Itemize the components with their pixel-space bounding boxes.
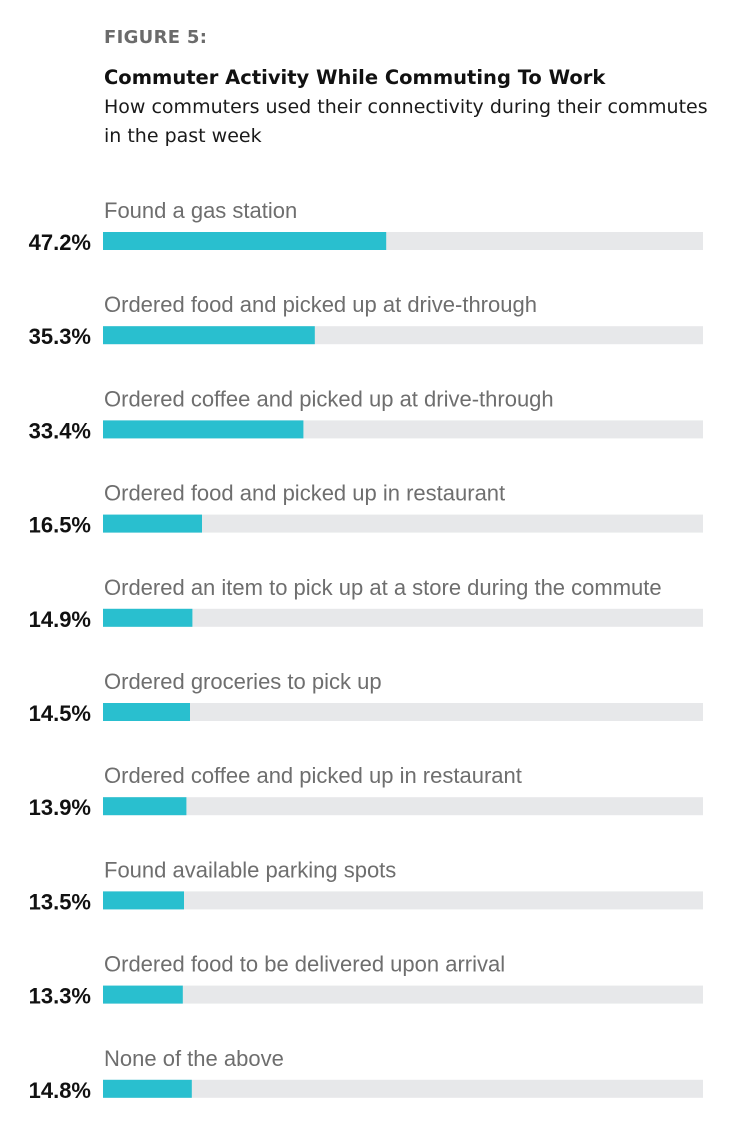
value-label: 16.5% bbox=[29, 513, 91, 538]
category-label: None of the above bbox=[104, 1046, 284, 1071]
category-label: Found a gas station bbox=[104, 198, 297, 223]
bar-row: Ordered an item to pick up at a store du… bbox=[29, 575, 703, 632]
bar-track bbox=[103, 985, 703, 1004]
value-label: 13.9% bbox=[29, 795, 91, 820]
value-label: 35.3% bbox=[29, 324, 91, 349]
bar-row: Ordered food and picked up in restaurant… bbox=[29, 481, 703, 538]
bar-row: Ordered groceries to pick up 14.5% bbox=[29, 669, 703, 726]
bar bbox=[103, 232, 387, 250]
figure-label: FIGURE 5: bbox=[104, 27, 208, 48]
category-label: Ordered food and picked up at drive-thro… bbox=[104, 292, 537, 317]
bar-track bbox=[103, 608, 703, 627]
value-label: 14.9% bbox=[29, 607, 91, 632]
bar bbox=[103, 514, 202, 533]
bar bbox=[103, 608, 193, 627]
category-label: Ordered food to be delivered upon arriva… bbox=[104, 952, 505, 977]
bar bbox=[103, 420, 304, 439]
bar-track bbox=[103, 891, 703, 910]
bar-track bbox=[103, 797, 703, 816]
bar bbox=[103, 797, 187, 816]
bar bbox=[103, 891, 184, 910]
category-label: Ordered groceries to pick up bbox=[104, 669, 382, 694]
category-label: Ordered an item to pick up at a store du… bbox=[104, 575, 662, 600]
category-label: Ordered food and picked up in restaurant bbox=[104, 481, 505, 506]
bar-row: Ordered coffee and picked up at drive-th… bbox=[29, 386, 703, 443]
bar-track bbox=[103, 703, 703, 721]
value-label: 47.2% bbox=[29, 230, 91, 255]
value-label: 13.3% bbox=[29, 984, 91, 1009]
bar-track bbox=[103, 1079, 703, 1098]
bar-row: Found available parking spots 13.5% bbox=[29, 857, 703, 914]
category-label: Ordered coffee and picked up at drive-th… bbox=[104, 386, 554, 411]
bar-row: Ordered food and picked up at drive-thro… bbox=[29, 292, 703, 349]
bar bbox=[103, 985, 183, 1004]
bar-row: Ordered food to be delivered upon arriva… bbox=[29, 952, 703, 1009]
value-label: 33.4% bbox=[29, 418, 91, 443]
category-label: Found available parking spots bbox=[104, 857, 396, 882]
bar-row: None of the above 14.8% bbox=[29, 1046, 703, 1103]
value-label: 14.5% bbox=[29, 701, 91, 726]
chart-subtitle: How commuters used their connectivity du… bbox=[104, 96, 708, 147]
bar bbox=[103, 1079, 192, 1098]
category-label: Ordered coffee and picked up in restaura… bbox=[104, 763, 522, 788]
bar-row: Found a gas station 47.2% bbox=[29, 198, 703, 255]
bar bbox=[103, 326, 315, 345]
bar-row: Ordered coffee and picked up in restaura… bbox=[29, 763, 703, 820]
value-label: 14.8% bbox=[29, 1078, 91, 1103]
value-label: 13.5% bbox=[29, 889, 91, 914]
chart-title: Commuter Activity While Commuting To Wor… bbox=[104, 66, 606, 89]
bar bbox=[103, 703, 190, 721]
bar-track bbox=[103, 514, 703, 533]
